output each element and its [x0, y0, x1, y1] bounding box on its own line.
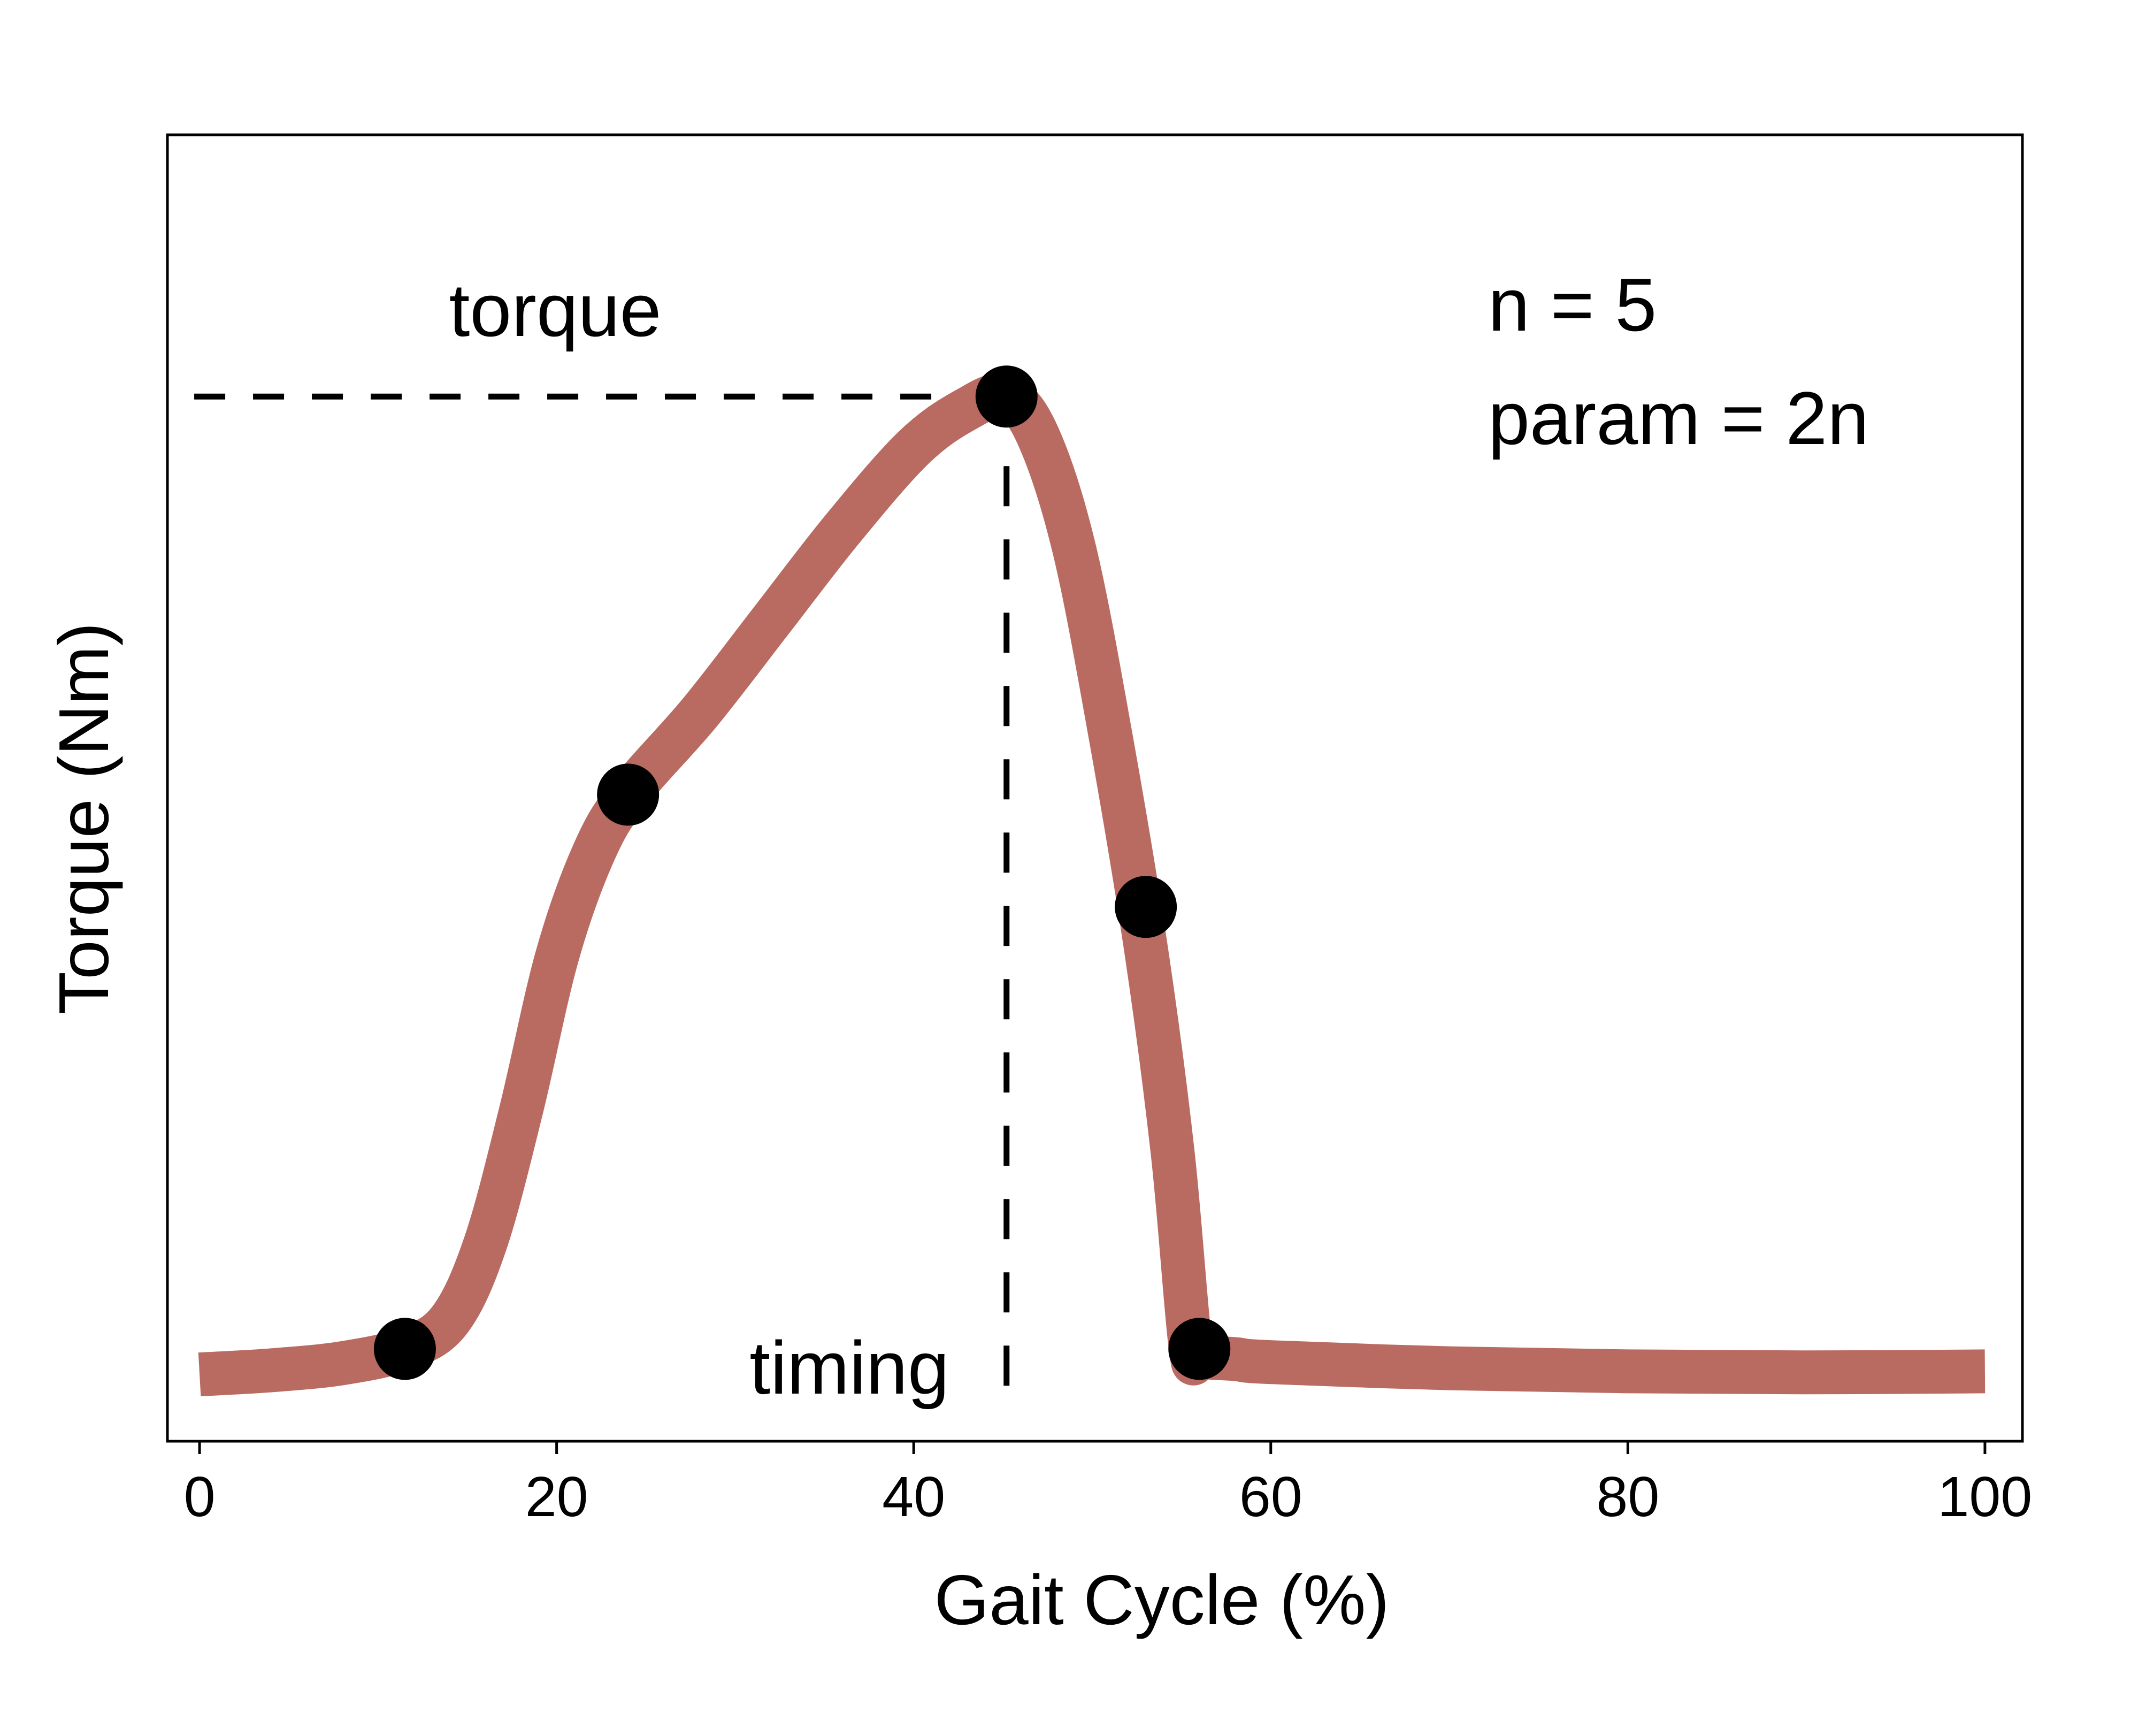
control-point [975, 365, 1038, 428]
x-tick-label: 0 [184, 1465, 216, 1528]
x-tick-label: 80 [1596, 1465, 1659, 1528]
timing-annotation: timing [749, 1326, 949, 1410]
x-axis-ticks: 0 20 40 60 80 100 [184, 1441, 2032, 1528]
control-point [373, 1318, 436, 1380]
control-point [597, 763, 660, 826]
plot-frame [166, 133, 2024, 1443]
control-point [1168, 1318, 1231, 1380]
torque-curve-line [198, 373, 1986, 1397]
torque-annotation: torque [449, 268, 662, 352]
n-annotation: n = 5 [1488, 263, 1657, 347]
x-tick-label: 40 [882, 1465, 945, 1528]
x-axis-title: Gait Cycle (%) [934, 1561, 1390, 1639]
control-point [1115, 876, 1177, 938]
control-points [373, 365, 1231, 1380]
x-tick-label: 100 [1937, 1465, 2032, 1528]
param-annotation: param = 2n [1488, 376, 1869, 460]
y-axis-title: Torque (Nm) [44, 622, 123, 1014]
x-tick-label: 60 [1239, 1465, 1302, 1528]
x-tick-label: 20 [525, 1465, 588, 1528]
